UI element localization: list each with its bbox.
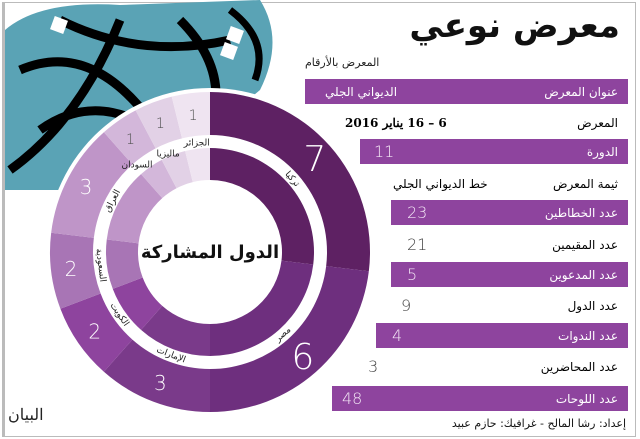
row-label: عدد الخطاطين (544, 205, 618, 220)
inner-slice (141, 159, 177, 199)
row-label: عدد اللوحات (555, 391, 618, 406)
row-label: عدد الدول (567, 298, 618, 313)
row-seminars: عدد الندوات 4 (376, 323, 628, 348)
outer-slice (60, 293, 133, 372)
outer-slice (210, 266, 369, 412)
outer-slice (103, 110, 156, 165)
row-value: 11 (374, 142, 395, 161)
row-residents: عدد المقيمين 21 (391, 232, 628, 257)
inner-slice (112, 277, 163, 330)
value-label: 1 (156, 116, 165, 132)
inner-slice (210, 148, 315, 265)
row-label: عدد المقيمين (552, 237, 618, 252)
row-label: عدد المحاضرين (540, 359, 618, 374)
row-value: 48 (342, 389, 363, 408)
row-label: عدد المدعوين (549, 267, 618, 282)
row-value: 4 (392, 326, 403, 345)
chart-title: الدول المشاركة (141, 242, 279, 263)
row-label: عدد الندوات (558, 328, 618, 343)
logo: البيان (8, 405, 44, 424)
value-label: 6 (291, 337, 314, 378)
row-value: 21 (407, 235, 428, 254)
row-label: المعرض (577, 115, 618, 130)
country-label: السعودية (93, 248, 107, 283)
subtitle: المعرض بالأرقام (305, 56, 380, 69)
inner-slice (185, 148, 210, 183)
country-label: ماليزيا (157, 149, 180, 159)
outer-slice (103, 339, 210, 412)
value-label: 2 (88, 320, 101, 344)
outer-slice (171, 92, 210, 139)
row-paintings: عدد اللوحات 48 (332, 386, 628, 411)
inner-slice (106, 239, 143, 289)
row-lecturers: عدد المحاضرين 3 (360, 354, 628, 379)
value-label: 7 (303, 139, 326, 180)
value-label: 3 (80, 175, 93, 199)
inner-slice (161, 151, 193, 189)
page-title: معرض نوعي (409, 6, 620, 46)
row-value: 6 – 16 يناير 2016 (345, 115, 447, 130)
country-label: السودان (121, 160, 152, 170)
row-calligraphers: عدد الخطاطين 23 (391, 200, 628, 225)
value-label: 2 (65, 257, 78, 281)
credits: إعداد: رشا المالح - غرافيك: حازم عبيد (451, 417, 626, 430)
outer-slice (51, 132, 133, 238)
inner-slice (210, 260, 314, 356)
row-countries: عدد الدول 9 (391, 293, 628, 318)
row-edition: الدورة 11 (360, 139, 628, 164)
country-label: الجزائر (183, 138, 210, 148)
row-value: 3 (368, 357, 379, 376)
row-invitees: عدد المدعوين 5 (391, 262, 628, 287)
value-label: 1 (189, 108, 198, 124)
row-exhibition-dates: المعرض 6 – 16 يناير 2016 (305, 110, 628, 135)
row-value: 9 (401, 296, 412, 315)
row-label: الدورة (586, 144, 618, 159)
inner-slice (106, 174, 163, 244)
row-value: 23 (407, 203, 428, 222)
inner-slice (141, 305, 210, 356)
row-theme: ثيمة المعرض خط الديواني الجلي (305, 171, 628, 196)
row-label: ثيمة المعرض (553, 176, 618, 191)
row-exhibition-title: عنوان المعرض الديواني الجلي (305, 79, 628, 104)
value-label: 3 (154, 371, 167, 395)
row-value: 5 (407, 265, 418, 284)
value-label: 1 (126, 132, 135, 148)
calligraphy-artwork (5, 0, 273, 190)
row-label: عنوان المعرض (544, 84, 618, 99)
outer-slice (135, 96, 183, 149)
row-value: الديواني الجلي (325, 84, 398, 99)
outer-slice (210, 92, 371, 272)
outer-slice (50, 232, 101, 309)
row-value: خط الديواني الجلي (393, 176, 488, 191)
